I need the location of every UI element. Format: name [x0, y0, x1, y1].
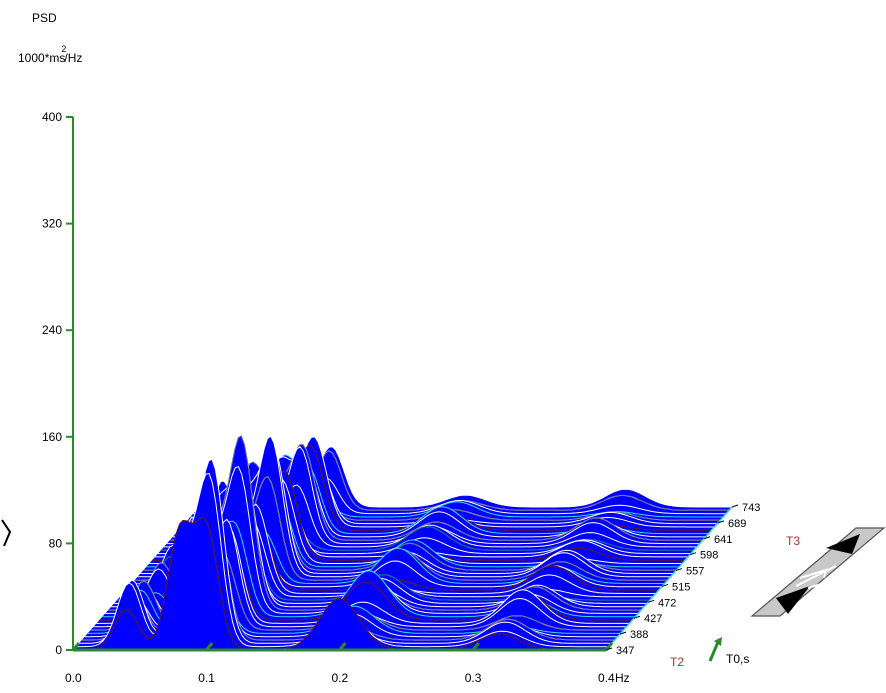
- time-tick-mark: [605, 647, 613, 651]
- x-tick-label: 0.3: [465, 671, 482, 685]
- x-tick-mark: [338, 642, 347, 651]
- scroll-arrows-icon: [795, 565, 837, 595]
- x-tick-mark: [471, 642, 480, 651]
- time-tick-label: 347: [616, 645, 634, 657]
- x-tick-label: 0.4: [598, 671, 615, 685]
- time-tick-label: 557: [686, 566, 704, 578]
- time-tick-mark: [731, 504, 739, 508]
- time-tick-mark: [619, 631, 627, 635]
- y-tick-label: 240: [42, 323, 62, 337]
- scroll-down-icon[interactable]: [776, 586, 810, 614]
- y-axis-title: PSD: [32, 11, 57, 25]
- y-tick-label: 0: [55, 643, 62, 657]
- x-axis-ticks: 0.0 0.1 0.2 0.3 0.4: [65, 642, 615, 685]
- scroll-up-icon[interactable]: [826, 534, 860, 554]
- y-tick-label: 400: [42, 110, 62, 124]
- time-scroll-widget[interactable]: [750, 527, 886, 617]
- left-edge-mark: [1, 519, 12, 547]
- time-tick-mark: [703, 536, 711, 540]
- time-tick-label: 598: [700, 550, 718, 562]
- time-tick-label: 689: [728, 518, 746, 530]
- y-tick-label: 320: [42, 217, 62, 231]
- time-axis-arrow-icon: [708, 637, 722, 662]
- psd-surface: [73, 434, 733, 651]
- time-tick-label: 472: [658, 597, 676, 609]
- time-tick-mark: [689, 552, 697, 556]
- y-axis-unit-exponent: 2: [61, 44, 66, 54]
- time-axis-ticks: 347 388 427 472 515 557 598 641 689 743: [605, 502, 760, 657]
- y-tick-label: 80: [49, 536, 63, 550]
- x-tick-label: 0.1: [198, 671, 215, 685]
- time-tick-mark: [661, 583, 669, 587]
- y-tick-label: 160: [42, 430, 62, 444]
- time-tick-mark: [647, 599, 655, 603]
- y-axis-unit: 1000*ms2/Hz: [18, 44, 82, 65]
- x-tick-mark: [71, 642, 81, 651]
- x-tick-label: 0.2: [332, 671, 349, 685]
- surface-right-edge: [605, 506, 733, 651]
- psd-trace-ridge: [73, 517, 606, 651]
- time-tick-mark: [717, 520, 725, 524]
- x-tick-mark: [205, 642, 214, 651]
- time-axis-title: T0,s: [726, 652, 749, 666]
- time-tick-label: 427: [644, 613, 662, 625]
- marker-t3: T3: [786, 534, 800, 548]
- time-tick-label: 641: [714, 534, 732, 546]
- psd-trace-fill: [73, 517, 606, 650]
- y-axis-unit-tail: /Hz: [64, 51, 82, 65]
- marker-t2: T2: [670, 655, 684, 669]
- time-tick-label: 515: [672, 581, 690, 593]
- y-axis-unit-base: 1000*ms: [18, 51, 65, 65]
- x-tick-mark: [604, 642, 614, 651]
- time-tick-mark: [633, 615, 641, 619]
- time-tick-label: 388: [630, 629, 648, 641]
- time-tick-mark: [675, 568, 683, 572]
- x-tick-label: 0.0: [65, 671, 82, 685]
- x-axis-title: Hz: [615, 671, 630, 685]
- time-tick-label: 743: [742, 502, 760, 514]
- y-axis-ticks: 0 80 160 240 320 400: [42, 110, 73, 657]
